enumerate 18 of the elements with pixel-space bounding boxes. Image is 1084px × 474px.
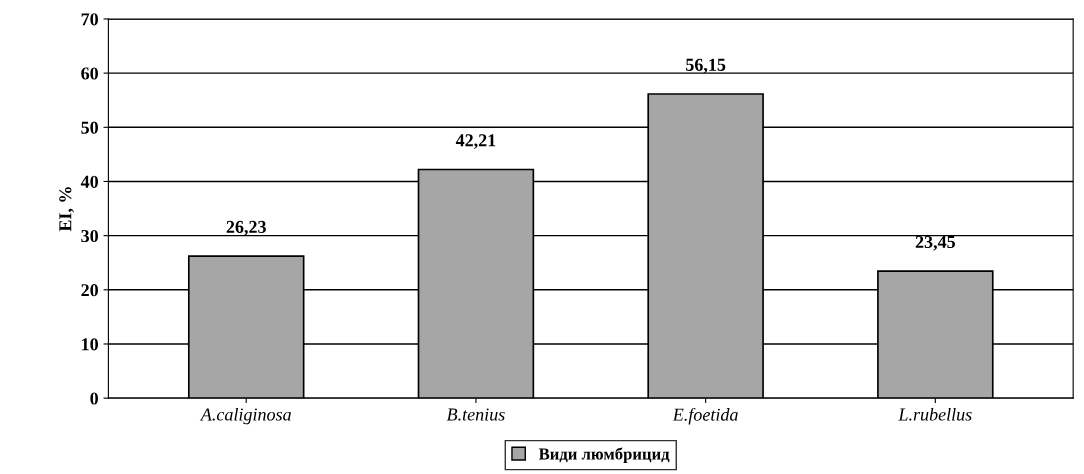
x-tick-label: B.tenius: [446, 408, 505, 421]
y-axis-title: EI, %: [59, 187, 75, 232]
x-tick-label: A.caliginosa: [199, 407, 291, 425]
y-tick-label: 0: [90, 392, 98, 405]
x-tick-label: L.rubellus: [898, 407, 972, 421]
y-tick-label: 70: [81, 13, 98, 26]
y-tick-label: 20: [81, 284, 98, 297]
y-tick-label: 50: [81, 121, 98, 134]
text: 42,21: [455, 134, 496, 150]
text: 26,23: [226, 220, 266, 236]
y-tick-label: 40: [80, 175, 98, 188]
y-tick-label: 30: [81, 229, 98, 243]
y-tick-label: 10: [82, 338, 98, 351]
legend-label: Види люмбрицид: [538, 447, 670, 463]
x-tick-label: E.foetida: [672, 407, 738, 425]
y-tick-label: 60: [81, 67, 98, 80]
text: 23,45: [915, 235, 955, 251]
text: 56,15: [686, 58, 726, 74]
